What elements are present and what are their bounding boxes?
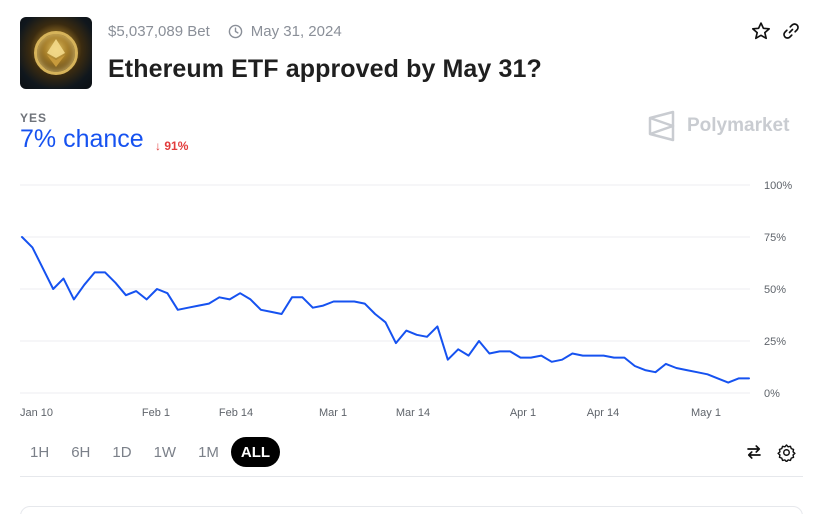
range-1h-button[interactable]: 1H [30,443,50,461]
swap-arrows-icon [747,445,761,459]
polymarket-logo-icon [648,110,675,142]
link-icon [783,23,799,39]
range-all-button[interactable]: ALL [230,437,281,467]
market-title: Ethereum ETF approved by May 31? [108,55,542,83]
end-date-text: May 31, 2024 [250,22,342,40]
swap-outcome-button[interactable] [743,441,765,463]
section-divider [20,476,803,477]
price-line [21,236,750,384]
y-axis-labels: 100% 75% 50% 25% 0% [764,180,792,400]
y-tick-label: 100% [764,180,792,192]
watermark-text: Polymarket [687,115,790,136]
change-value: 91% [164,139,189,153]
gear-icon [776,443,796,462]
polymarket-watermark: Polymarket [648,110,789,142]
volume-text: $5,037,089 Bet [108,22,210,40]
range-1d-button[interactable]: 1D [112,443,132,461]
x-tick-label: Apr 14 [587,407,619,419]
chart-settings-button[interactable] [775,441,797,463]
outcome-label: YES [20,111,48,125]
x-tick-label: Feb 1 [142,407,170,419]
range-1w-button[interactable]: 1W [153,443,177,461]
ethereum-coin-icon [47,39,65,67]
x-tick-label: May 1 [691,407,721,419]
copy-link-button[interactable] [780,20,802,42]
range-1m-button[interactable]: 1M [198,443,219,461]
range-6h-button[interactable]: 6H [71,443,91,461]
time-range-selector: 1H 6H 1D 1W 1M ALL [20,437,282,467]
market-thumbnail [20,17,92,89]
y-tick-label: 50% [764,284,786,296]
market-meta: $5,037,089 Bet May 31, 2024 [108,22,342,40]
x-tick-label: Apr 1 [510,407,536,419]
favorite-button[interactable] [750,20,772,42]
x-tick-label: Jan 10 [20,407,53,419]
coin-ring [34,31,78,75]
chance-value: 7% chance [20,125,144,153]
x-tick-label: Mar 14 [396,407,430,419]
clock-icon [228,24,243,38]
y-tick-label: 25% [764,336,786,348]
arrow-down-icon: ↓ [155,139,161,153]
next-section-card [20,506,803,514]
y-tick-label: 0% [764,388,780,400]
chart-grid [20,184,750,394]
change-indicator: ↓ 91% [155,139,188,153]
x-tick-label: Mar 1 [319,407,347,419]
y-tick-label: 75% [764,232,786,244]
star-icon [752,22,770,40]
x-axis-labels: Jan 10 Feb 1 Feb 14 Mar 1 Mar 14 Apr 1 Apr 14 M… [20,407,721,419]
x-tick-label: Feb 14 [219,407,253,419]
probability-chart: 100% 75% 50% 25% 0% Jan 10 Feb 1 Feb 14 Mar 1 Ma… [20,180,792,419]
